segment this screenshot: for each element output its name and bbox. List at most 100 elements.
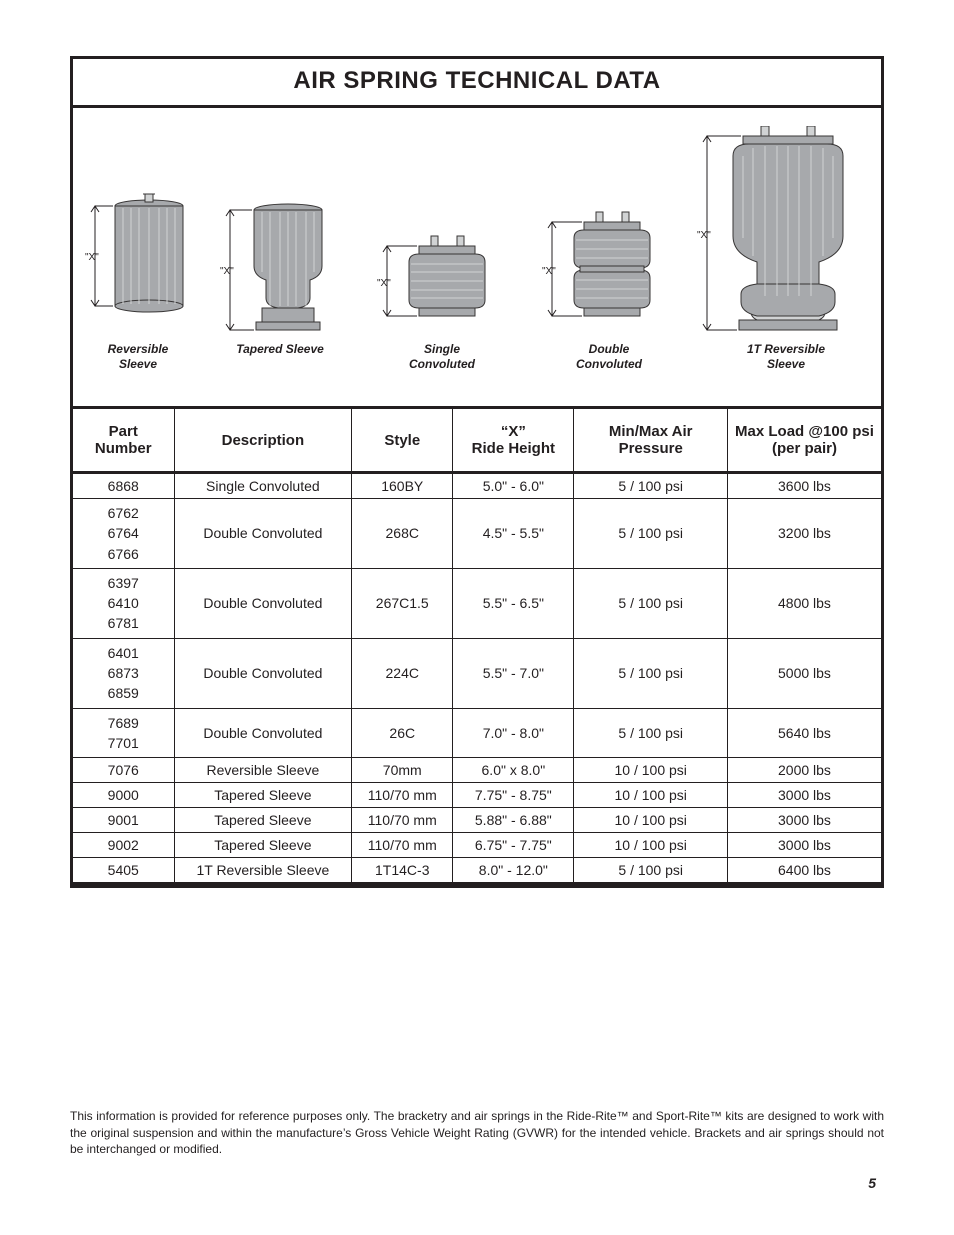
cell-description: Double Convoluted	[174, 499, 352, 569]
double-convoluted-icon: "X"	[526, 196, 676, 336]
cell-load: 5640 lbs	[727, 708, 881, 758]
outer-box: AIR SPRING TECHNICAL DATA	[70, 56, 884, 888]
caption-single: SingleConvoluted	[367, 342, 517, 372]
cell-ride-height: 5.5" - 7.0"	[453, 638, 574, 708]
cell-ride-height: 7.75" - 8.75"	[453, 783, 574, 808]
cell-part-number: 640168736859	[73, 638, 174, 708]
page-number: 5	[868, 1175, 876, 1191]
cell-ride-height: 5.0" - 6.0"	[453, 473, 574, 499]
cell-style: 160BY	[352, 473, 453, 499]
caption-tapered: Tapered Sleeve	[210, 342, 350, 372]
table-body: 6868Single Convoluted160BY5.0" - 6.0"5 /…	[73, 473, 881, 884]
cell-part-number: 9002	[73, 833, 174, 858]
cell-style: 70mm	[352, 758, 453, 783]
table-row: 9000Tapered Sleeve110/70 mm7.75" - 8.75"…	[73, 783, 881, 808]
th-pressure: Min/Max AirPressure	[574, 408, 728, 473]
cell-description: Tapered Sleeve	[174, 833, 352, 858]
diagram-reversible-sleeve: "X"	[83, 186, 191, 336]
th-part-number: PartNumber	[73, 408, 174, 473]
page: AIR SPRING TECHNICAL DATA	[0, 0, 954, 1235]
cell-ride-height: 6.75" - 7.75"	[453, 833, 574, 858]
cell-part-number: 639764106781	[73, 568, 174, 638]
table-header-row: PartNumber Description Style “X”Ride Hei…	[73, 408, 881, 473]
cell-style: 26C	[352, 708, 453, 758]
cell-part-number: 9000	[73, 783, 174, 808]
table-row: 76897701Double Convoluted26C7.0" - 8.0"5…	[73, 708, 881, 758]
cell-part-number: 676267646766	[73, 499, 174, 569]
cell-ride-height: 4.5" - 5.5"	[453, 499, 574, 569]
cell-pressure: 10 / 100 psi	[574, 783, 728, 808]
th-load: Max Load @100 psi(per pair)	[727, 408, 881, 473]
cell-pressure: 10 / 100 psi	[574, 758, 728, 783]
cell-description: Tapered Sleeve	[174, 808, 352, 833]
cell-load: 3000 lbs	[727, 833, 881, 858]
x-label: "X"	[542, 266, 556, 277]
th-ride-height: “X”Ride Height	[453, 408, 574, 473]
cell-description: Double Convoluted	[174, 568, 352, 638]
cell-description: 1T Reversible Sleeve	[174, 858, 352, 884]
table-row: 6868Single Convoluted160BY5.0" - 6.0"5 /…	[73, 473, 881, 499]
table-row: 676267646766Double Convoluted268C4.5" - …	[73, 499, 881, 569]
x-label: "X"	[85, 252, 99, 263]
cell-style: 110/70 mm	[352, 808, 453, 833]
cell-load: 3600 lbs	[727, 473, 881, 499]
cell-pressure: 5 / 100 psi	[574, 638, 728, 708]
cell-ride-height: 5.5" - 6.5"	[453, 568, 574, 638]
cell-pressure: 10 / 100 psi	[574, 808, 728, 833]
cell-part-number: 7076	[73, 758, 174, 783]
diagram-double-convoluted: "X"	[526, 196, 676, 336]
table-row: 9002Tapered Sleeve110/70 mm6.75" - 7.75"…	[73, 833, 881, 858]
cell-ride-height: 7.0" - 8.0"	[453, 708, 574, 758]
cell-description: Reversible Sleeve	[174, 758, 352, 783]
cell-ride-height: 5.88" - 6.88"	[453, 808, 574, 833]
caption-reversible: ReversibleSleeve	[83, 342, 193, 372]
caption-row: ReversibleSleeve Tapered Sleeve SingleCo…	[73, 340, 881, 406]
cell-style: 110/70 mm	[352, 833, 453, 858]
cell-ride-height: 6.0" x 8.0"	[453, 758, 574, 783]
data-table: PartNumber Description Style “X”Ride Hei…	[73, 406, 881, 885]
cell-part-number: 9001	[73, 808, 174, 833]
cell-part-number: 76897701	[73, 708, 174, 758]
cell-style: 1T14C-3	[352, 858, 453, 884]
x-label: "X"	[697, 230, 711, 241]
cell-style: 267C1.5	[352, 568, 453, 638]
cell-load: 3000 lbs	[727, 808, 881, 833]
page-title: AIR SPRING TECHNICAL DATA	[73, 59, 881, 108]
cell-load: 3000 lbs	[727, 783, 881, 808]
cell-load: 4800 lbs	[727, 568, 881, 638]
disclaimer: This information is provided for referen…	[70, 1108, 884, 1157]
cell-pressure: 5 / 100 psi	[574, 568, 728, 638]
table-row: 54051T Reversible Sleeve1T14C-38.0" - 12…	[73, 858, 881, 884]
tapered-sleeve-icon: "X"	[206, 186, 346, 336]
table-row: 640168736859Double Convoluted224C5.5" - …	[73, 638, 881, 708]
cell-pressure: 5 / 100 psi	[574, 708, 728, 758]
cell-load: 2000 lbs	[727, 758, 881, 783]
cell-part-number: 5405	[73, 858, 174, 884]
diagram-tapered-sleeve: "X"	[206, 186, 346, 336]
table-row: 9001Tapered Sleeve110/70 mm5.88" - 6.88"…	[73, 808, 881, 833]
diagram-1t-reversible-sleeve: "X"	[691, 126, 871, 336]
cell-load: 3200 lbs	[727, 499, 881, 569]
cell-description: Double Convoluted	[174, 708, 352, 758]
cell-style: 224C	[352, 638, 453, 708]
caption-double: DoubleConvoluted	[534, 342, 684, 372]
cell-load: 6400 lbs	[727, 858, 881, 884]
cell-style: 268C	[352, 499, 453, 569]
cell-ride-height: 8.0" - 12.0"	[453, 858, 574, 884]
x-label: "X"	[377, 278, 391, 289]
1t-reversible-sleeve-icon: "X"	[691, 126, 871, 336]
cell-description: Single Convoluted	[174, 473, 352, 499]
table-row: 639764106781Double Convoluted267C1.55.5"…	[73, 568, 881, 638]
cell-style: 110/70 mm	[352, 783, 453, 808]
cell-load: 5000 lbs	[727, 638, 881, 708]
cell-description: Double Convoluted	[174, 638, 352, 708]
cell-part-number: 6868	[73, 473, 174, 499]
single-convoluted-icon: "X"	[361, 206, 511, 336]
diagram-row: "X"	[73, 108, 881, 340]
cell-pressure: 5 / 100 psi	[574, 499, 728, 569]
th-description: Description	[174, 408, 352, 473]
cell-description: Tapered Sleeve	[174, 783, 352, 808]
x-label: "X"	[220, 266, 234, 277]
diagram-single-convoluted: "X"	[361, 206, 511, 336]
th-style: Style	[352, 408, 453, 473]
